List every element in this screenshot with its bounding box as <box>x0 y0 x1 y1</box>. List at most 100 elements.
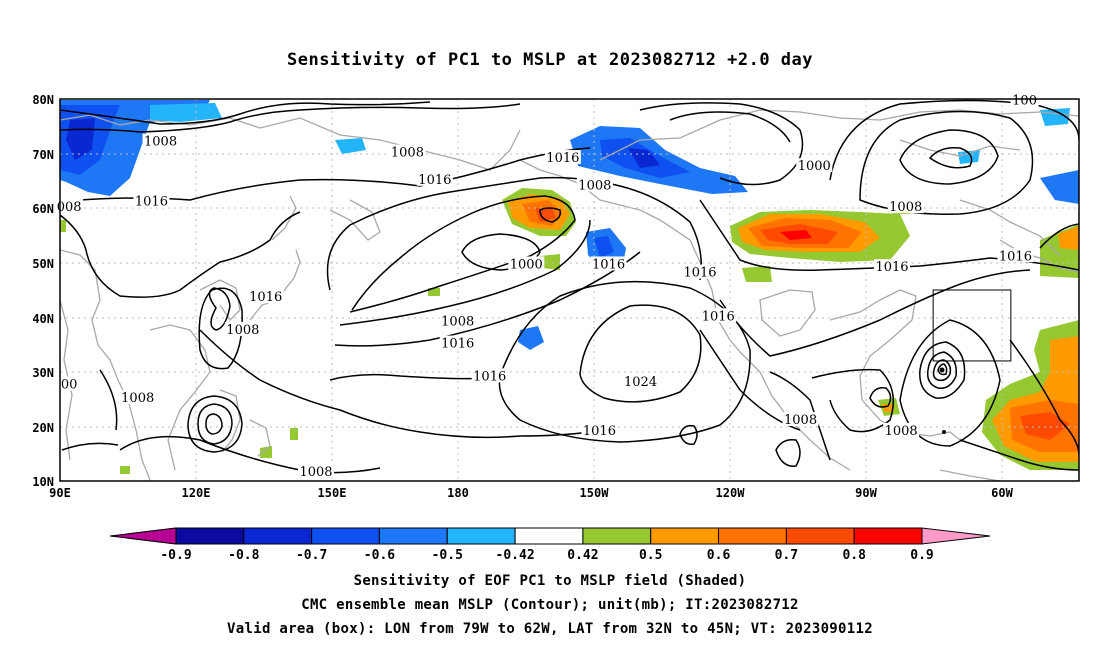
lat-tick-label: 70N <box>32 148 54 162</box>
map-title: Sensitivity of PC1 to MSLP at 2023082712… <box>286 50 813 70</box>
coastline <box>329 199 381 241</box>
contour-label-background <box>416 171 453 186</box>
mslp-contour <box>199 329 591 439</box>
contour-label-background <box>471 368 508 383</box>
mslp-contour <box>197 403 233 445</box>
mslp-contour <box>859 110 1034 215</box>
contour-label: 1008 <box>121 391 154 406</box>
contour-label-background <box>682 264 718 279</box>
coastline <box>60 114 521 171</box>
contour-label-background <box>874 259 910 274</box>
coastline <box>249 419 271 457</box>
lon-tick-label: 90E <box>49 486 71 500</box>
colorbar-overflow-triangle <box>921 527 991 545</box>
low-center-marker <box>939 367 945 373</box>
mslp-contour <box>775 438 801 467</box>
mslp-contour <box>959 439 1079 471</box>
colorbar-tick-label: 0.9 <box>910 548 933 563</box>
positive-sensitivity-area <box>260 446 272 458</box>
contour-label-background <box>142 133 179 148</box>
mslp-contour <box>205 413 223 435</box>
lon-tick-label: 120W <box>716 486 746 500</box>
colorbar-bin <box>718 527 787 545</box>
contour-label-background <box>997 248 1034 263</box>
mslp-contour <box>326 176 702 291</box>
contour-label: 1008 <box>226 323 259 338</box>
latitude-axis: 80N 70N 60N 50N 40N 30N 20N 10N <box>32 93 54 489</box>
negative-sensitivity-area <box>335 138 366 154</box>
contour-label: 00 <box>61 378 78 393</box>
mslp-contour <box>60 101 431 125</box>
contour-label: 1008 <box>144 135 177 150</box>
colorbar-bin <box>311 527 380 545</box>
positive-sensitivity-area <box>780 230 812 240</box>
lon-tick-label: 150E <box>318 486 347 500</box>
mslp-contour <box>79 147 591 201</box>
mslp-contour <box>329 373 491 381</box>
contour-label: 1008 <box>889 200 922 215</box>
coastline <box>829 289 917 401</box>
lon-tick-label: 90W <box>855 486 877 500</box>
contour-label-background <box>119 390 156 405</box>
contour-labels: 1008 1008 1016 1016 1016 1008 1000 1008 1016 1016… <box>55 92 1039 480</box>
contour-label: 1016 <box>441 337 474 352</box>
contour-label-background <box>508 256 545 271</box>
mslp-contour <box>61 442 119 451</box>
mslp-contour <box>461 233 541 271</box>
contour-label-background <box>796 158 833 173</box>
positive-sensitivity-area <box>290 428 298 440</box>
lon-tick-label: 120E <box>182 486 211 500</box>
contour-label-background <box>544 150 581 165</box>
coastline <box>759 289 816 337</box>
coastline <box>999 239 1079 273</box>
contour-label: 1008 <box>441 315 474 330</box>
coastline <box>249 249 301 321</box>
coastline <box>271 195 297 241</box>
mslp-contour <box>699 329 801 431</box>
contour-label-background <box>883 422 920 437</box>
mslp-contour <box>769 371 831 461</box>
contour-label: 1016 <box>135 195 168 210</box>
contour-label-background <box>590 256 627 271</box>
colorbar-tick-label: 0.7 <box>775 548 798 563</box>
footer-line-2: CMC ensemble mean MSLP (Contour); unit(m… <box>301 597 799 613</box>
positive-sensitivity-area <box>1058 226 1079 250</box>
contour-label: 1016 <box>875 260 908 275</box>
contour-label: 1024 <box>624 375 657 390</box>
contour-label: 1000 <box>798 159 831 174</box>
colorbar-bin <box>514 527 584 545</box>
contour-label: 1016 <box>473 369 506 384</box>
mslp-contour <box>539 207 562 223</box>
contour-label: 1008 <box>391 146 424 161</box>
colorbar-bin <box>378 527 448 545</box>
mslp-contour <box>334 251 641 347</box>
mslp-contour <box>119 435 381 474</box>
mslp-contour <box>349 195 576 313</box>
mslp-contour <box>498 280 751 443</box>
lat-tick-label: 20N <box>32 421 54 435</box>
colorbar-bin <box>582 527 652 545</box>
colorbar-bin <box>243 527 313 545</box>
lon-tick-label: 60W <box>991 486 1013 500</box>
mslp-contour <box>339 219 591 326</box>
contour-label: 008 <box>57 200 82 215</box>
lat-tick-label: 40N <box>32 312 54 326</box>
colorbar-tick-label: -0.42 <box>496 548 535 563</box>
contour-label-background <box>298 463 334 478</box>
contour-label: 1016 <box>546 151 579 166</box>
lat-tick-label: 60N <box>32 202 54 216</box>
colorbar-tick-label: -0.7 <box>296 548 327 563</box>
contour-label: 1016 <box>592 257 625 272</box>
colorbar-bin <box>650 527 720 545</box>
negative-sensitivity-area <box>594 236 614 258</box>
map-grid <box>60 99 1079 481</box>
contour-label: 1008 <box>299 465 332 480</box>
colorbar-underflow-triangle <box>109 527 177 545</box>
positive-sensitivity-area <box>428 288 440 296</box>
contour-label-background <box>700 308 737 323</box>
lat-tick-label: 10N <box>32 475 54 489</box>
negative-sensitivity-area <box>1040 170 1079 204</box>
colorbar-bin <box>175 527 245 545</box>
mslp-contour <box>60 103 521 133</box>
map-border <box>59 98 1080 482</box>
